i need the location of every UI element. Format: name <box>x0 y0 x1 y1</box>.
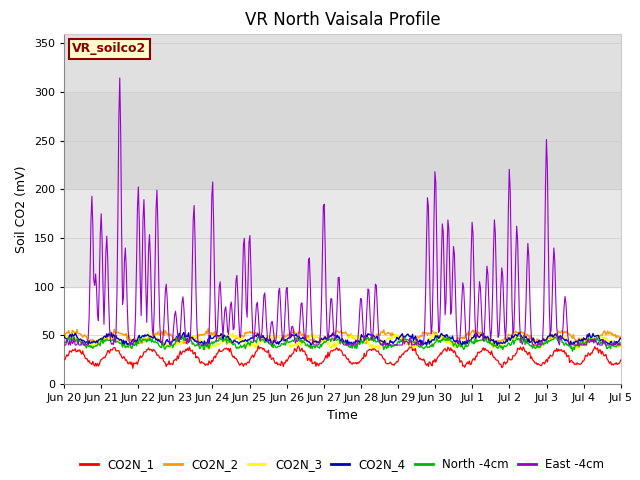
Bar <box>64 34 621 92</box>
Bar <box>64 92 621 189</box>
Legend: CO2N_1, CO2N_2, CO2N_3, CO2N_4, North -4cm, East -4cm: CO2N_1, CO2N_2, CO2N_3, CO2N_4, North -4… <box>76 454 609 476</box>
Bar <box>64 189 621 287</box>
Y-axis label: Soil CO2 (mV): Soil CO2 (mV) <box>15 165 28 252</box>
Text: VR_soilco2: VR_soilco2 <box>72 42 147 55</box>
X-axis label: Time: Time <box>327 408 358 421</box>
Bar <box>64 287 621 384</box>
Title: VR North Vaisala Profile: VR North Vaisala Profile <box>244 11 440 29</box>
